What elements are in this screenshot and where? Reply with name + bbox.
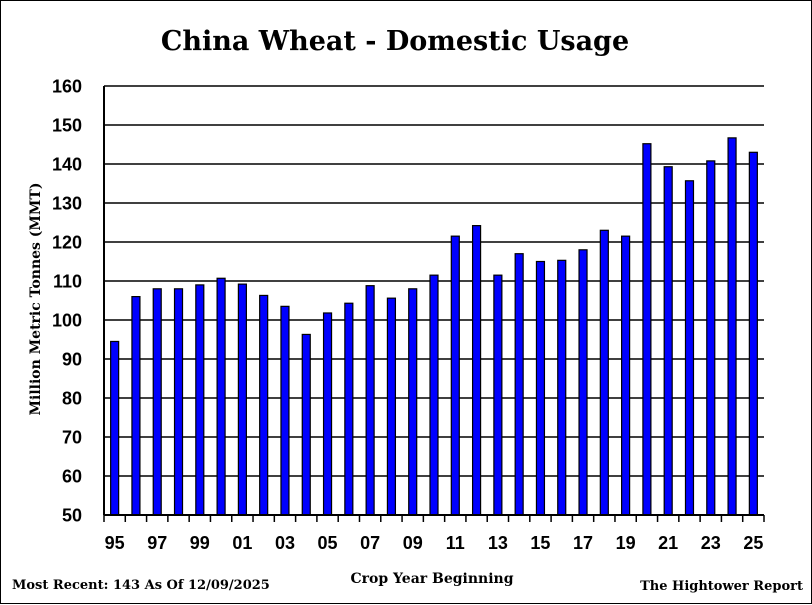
bar-08 bbox=[386, 297, 397, 516]
bar-21 bbox=[663, 166, 673, 516]
x-tick-label: 15 bbox=[530, 533, 550, 553]
x-tick-label: 19 bbox=[616, 533, 636, 553]
x-axis-label: Crop Year Beginning bbox=[350, 571, 513, 587]
y-tick-label: 50 bbox=[62, 506, 82, 526]
x-tick-labels: 95 97 99 01 03 05 07 09 11 13 15 17 19 21 23 25 bbox=[105, 533, 764, 553]
bar-97 bbox=[152, 288, 162, 516]
bar-95 bbox=[110, 340, 120, 516]
y-tick-label: 60 bbox=[62, 467, 82, 487]
bar-18 bbox=[599, 229, 609, 516]
y-tick-label: 150 bbox=[52, 116, 82, 136]
bar-15 bbox=[535, 260, 546, 516]
bar-96 bbox=[131, 296, 141, 516]
bar-22 bbox=[684, 180, 695, 516]
bar-09 bbox=[408, 288, 418, 516]
y-tick-label: 140 bbox=[52, 155, 82, 175]
x-tick-label: 07 bbox=[360, 533, 380, 553]
y-tick-label: 160 bbox=[52, 77, 82, 97]
bar-00 bbox=[216, 277, 226, 516]
bar-02 bbox=[259, 294, 269, 516]
x-tick-label: 25 bbox=[743, 533, 763, 553]
bar-17 bbox=[578, 249, 588, 516]
x-tick-label: 13 bbox=[488, 533, 508, 553]
bar-16 bbox=[557, 259, 567, 516]
source-credit: The Hightower Report bbox=[640, 579, 803, 594]
bar-23 bbox=[706, 160, 716, 516]
bar-98 bbox=[173, 288, 184, 516]
x-tick-label: 21 bbox=[658, 533, 678, 553]
bar-12 bbox=[471, 225, 482, 516]
bar-04 bbox=[301, 333, 311, 516]
bar-05 bbox=[322, 312, 333, 516]
y-tick-label: 100 bbox=[52, 311, 82, 331]
bar-19 bbox=[621, 235, 631, 516]
x-tick-label: 23 bbox=[701, 533, 721, 553]
y-tick-label: 90 bbox=[62, 350, 82, 370]
x-tick-label: 03 bbox=[275, 533, 295, 553]
bars bbox=[110, 137, 758, 516]
most-recent-note: Most Recent: 143 As Of 12/09/2025 bbox=[12, 578, 270, 593]
y-tick-label: 130 bbox=[52, 194, 82, 214]
y-tick-label: 110 bbox=[53, 272, 82, 292]
bar-20 bbox=[642, 143, 652, 516]
x-tick-label: 95 bbox=[105, 533, 125, 553]
x-tick-label: 09 bbox=[403, 533, 423, 553]
axes bbox=[103, 86, 765, 522]
bar-14 bbox=[514, 253, 524, 516]
y-tick-label: 70 bbox=[62, 428, 82, 448]
bar-99 bbox=[195, 284, 205, 516]
y-axis-label: Million Metric Tonnes (MMT) bbox=[28, 183, 44, 416]
bar-07 bbox=[365, 285, 375, 516]
x-tick-label: 97 bbox=[147, 533, 167, 553]
x-tick-label: 11 bbox=[446, 533, 465, 553]
bar-13 bbox=[493, 274, 503, 516]
x-tick-label: 01 bbox=[232, 533, 252, 553]
y-tick-label: 80 bbox=[62, 389, 82, 409]
y-tick-label: 120 bbox=[52, 233, 82, 253]
bar-11 bbox=[450, 235, 460, 516]
chart-title: China Wheat - Domestic Usage bbox=[161, 26, 629, 57]
x-tick-label: 05 bbox=[318, 533, 338, 553]
bar-10 bbox=[429, 274, 439, 516]
bar-03 bbox=[280, 305, 290, 516]
y-tick-labels: 50 60 70 80 90 100 110 120 130 140 150 160 bbox=[52, 77, 82, 526]
bar-24 bbox=[727, 137, 737, 516]
bar-01 bbox=[237, 283, 247, 516]
bar-25 bbox=[748, 151, 758, 516]
x-tick-label: 99 bbox=[190, 533, 210, 553]
bar-06 bbox=[344, 302, 354, 516]
x-tick-label: 17 bbox=[573, 533, 593, 553]
